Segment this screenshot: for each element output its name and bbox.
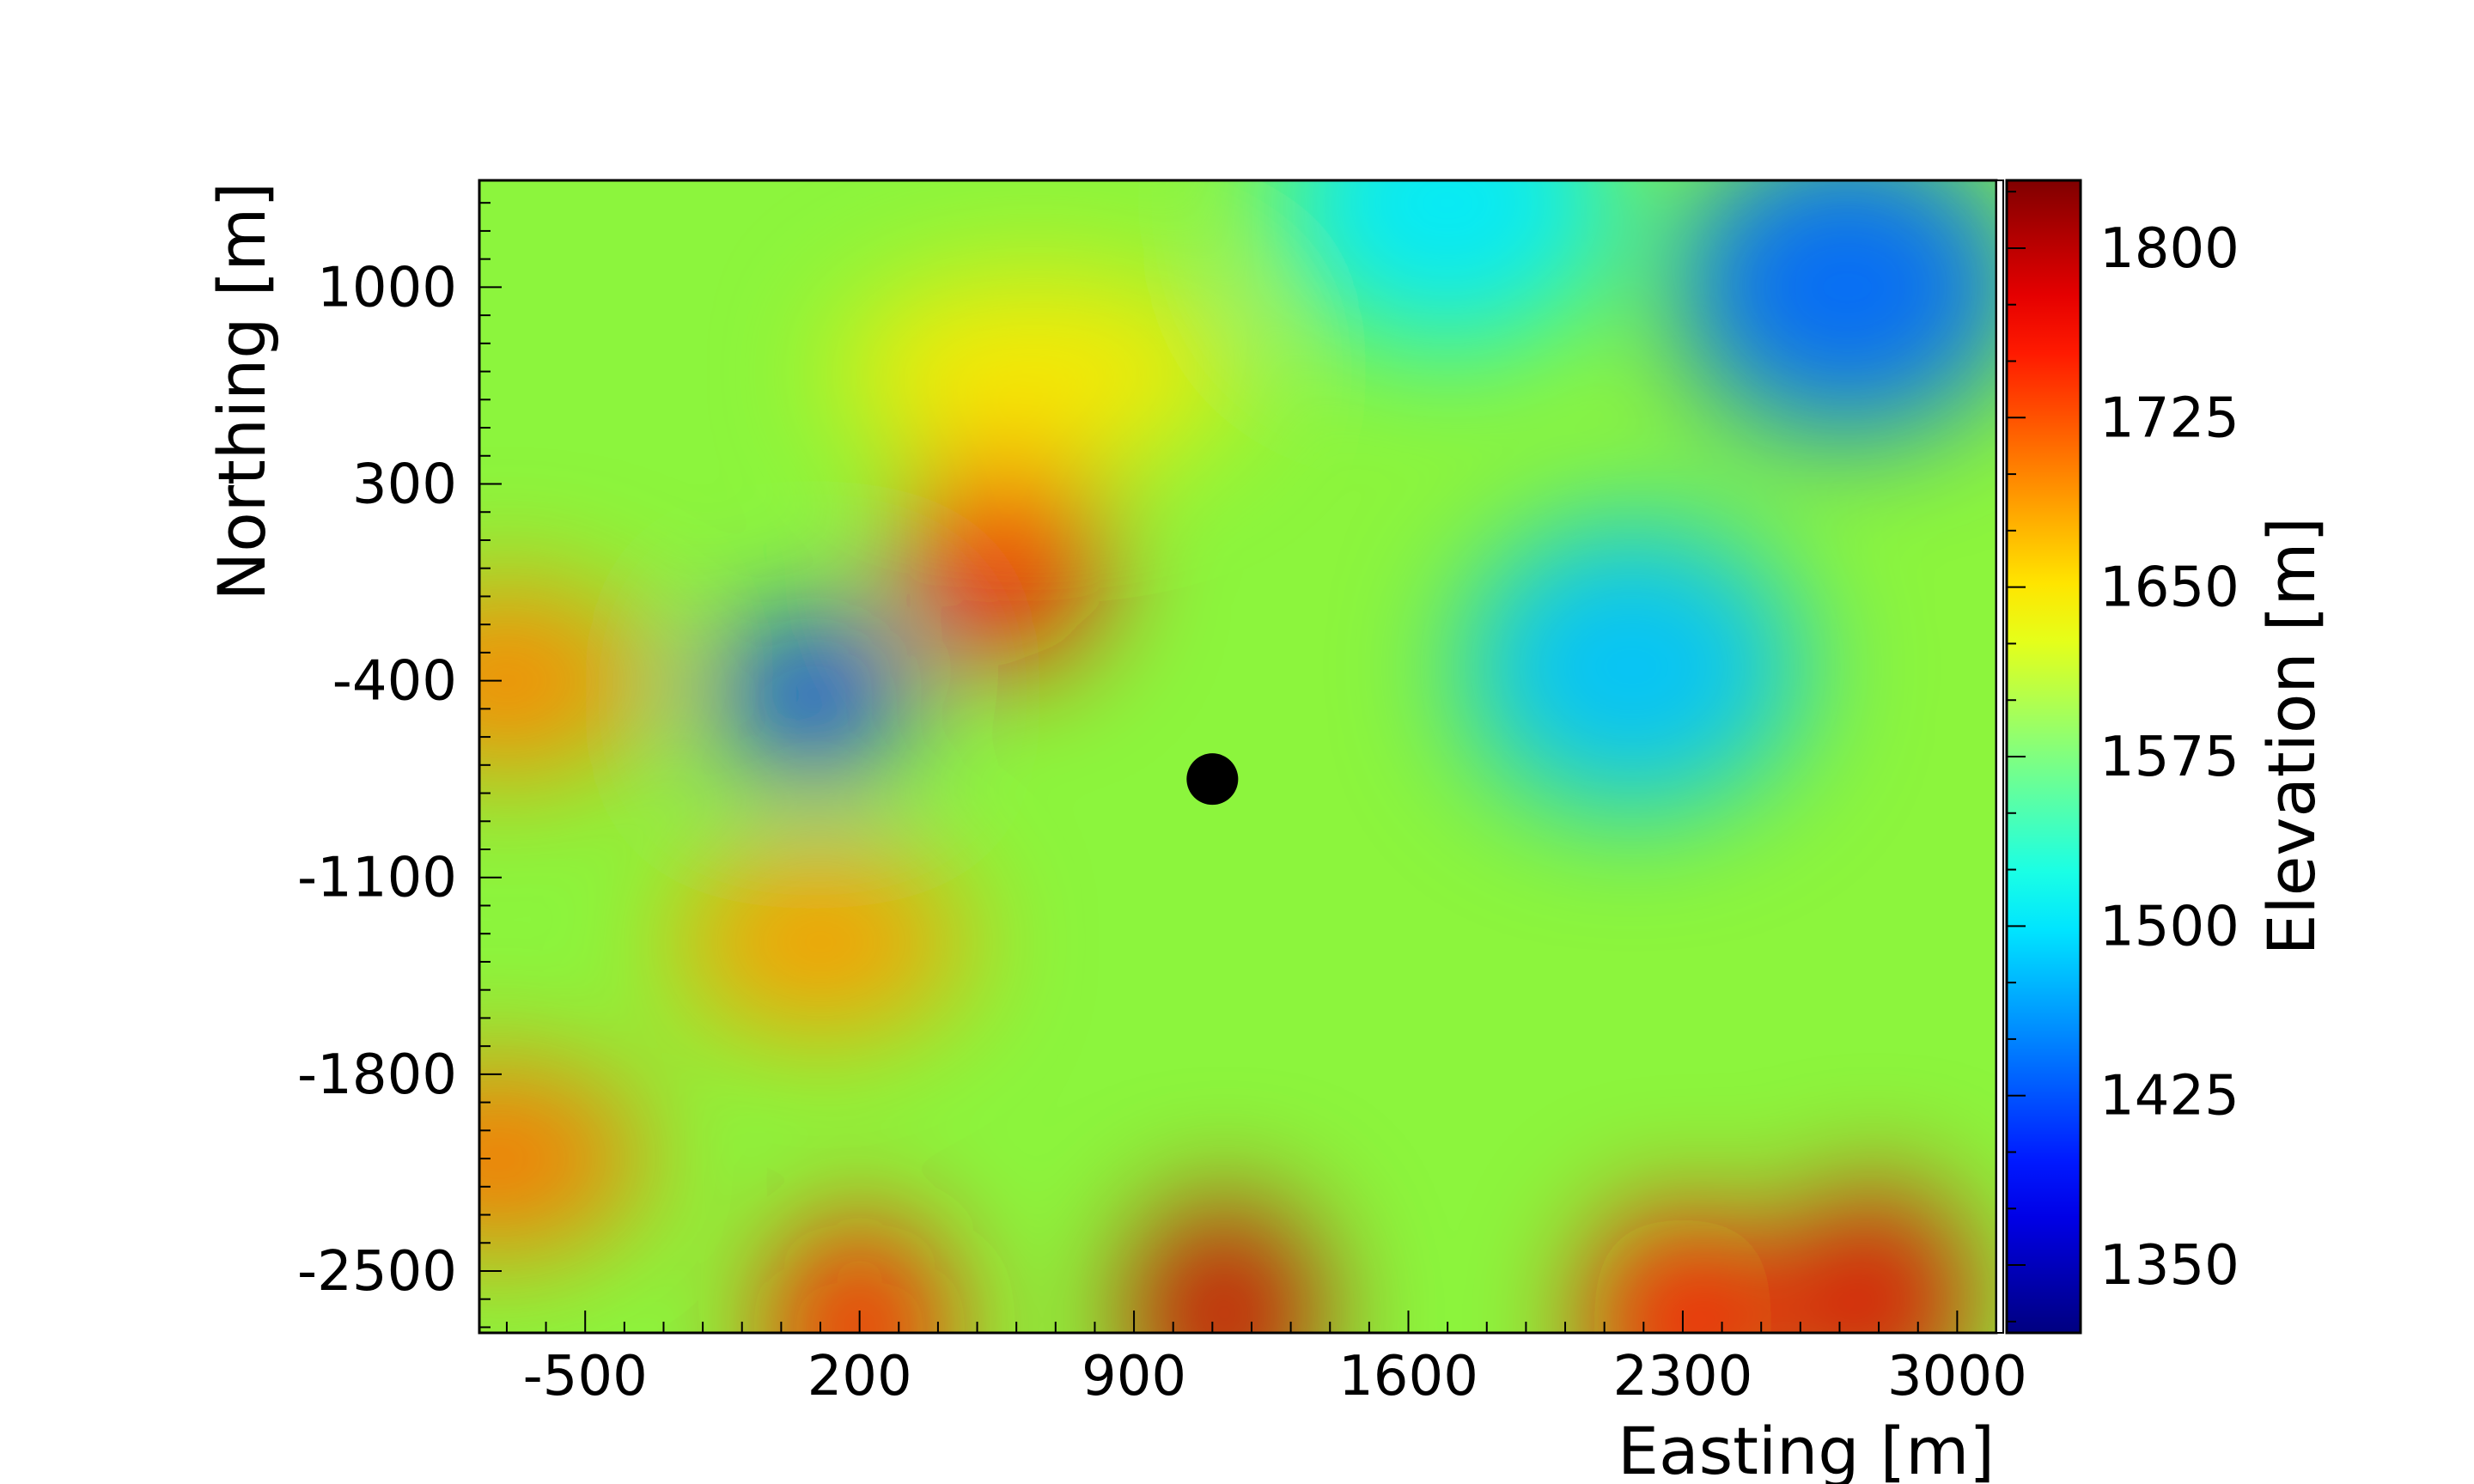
- site-marker: [1186, 753, 1239, 806]
- x-axis-title: Easting [m]: [1618, 1413, 1995, 1484]
- colorbar-tick-label: 1500: [2099, 895, 2239, 958]
- plot-area: -500 200 900 1600 2300 3000 1000 300 -400 -1100 -…: [297, 179, 2027, 1408]
- y-tick-label: -1800: [297, 1043, 457, 1107]
- x-tick-label: 3000: [1887, 1345, 2027, 1408]
- terrain-valley: [1276, 180, 1620, 350]
- x-tick-label: 200: [807, 1345, 912, 1408]
- colorbar: 1800 1725 1650 1575 1500 1425 1350: [1996, 179, 2239, 1335]
- y-tick-label: 300: [352, 453, 457, 517]
- terrain-peak: [765, 1215, 954, 1333]
- terrain-valley: [1675, 180, 1996, 434]
- y-axis: 1000 300 -400 -1100 -1800 -2500: [297, 202, 502, 1329]
- terrain-valley: [1459, 520, 1804, 813]
- terrain-peak: [910, 442, 1100, 666]
- x-tick-label: -500: [523, 1345, 648, 1408]
- y-tick-label: -400: [332, 650, 457, 714]
- colorbar-gap: [1996, 179, 2004, 1334]
- terrain-ridge: [479, 586, 653, 775]
- terrain-plateau: [838, 277, 1234, 466]
- terrain-depression: [717, 617, 907, 772]
- terrain-ridge: [479, 1064, 645, 1254]
- x-tick-label: 1600: [1338, 1345, 1478, 1408]
- y-tick-label: -2500: [297, 1240, 457, 1304]
- terrain-layer: [479, 180, 1996, 1333]
- y-axis-title: Northing [m]: [204, 182, 280, 601]
- colorbar-tick-label: 1650: [2099, 556, 2239, 620]
- terrain-peak: [1780, 1187, 1970, 1333]
- x-tick-label: 900: [1082, 1345, 1186, 1408]
- y-tick-label: 1000: [317, 256, 457, 319]
- colorbar-tick-label: 1800: [2099, 217, 2239, 281]
- colorbar-tick-label: 1575: [2099, 726, 2239, 789]
- colorbar-ticks: 1800 1725 1650 1575 1500 1425 1350: [2007, 191, 2239, 1323]
- colorbar-tick-label: 1350: [2099, 1234, 2239, 1298]
- terrain-ridge: [674, 848, 967, 1037]
- colorbar-tick-label: 1425: [2099, 1065, 2239, 1128]
- terrain-peak: [1130, 1201, 1319, 1333]
- terrain-peak: [1587, 1209, 1777, 1333]
- colorbar-tick-label: 1725: [2099, 386, 2239, 450]
- colorbar-title: Elevation [m]: [2253, 517, 2330, 956]
- x-axis: -500 200 900 1600 2300 3000: [505, 1311, 2027, 1408]
- x-tick-label: 2300: [1612, 1345, 1752, 1408]
- y-tick-label: -1100: [297, 847, 457, 910]
